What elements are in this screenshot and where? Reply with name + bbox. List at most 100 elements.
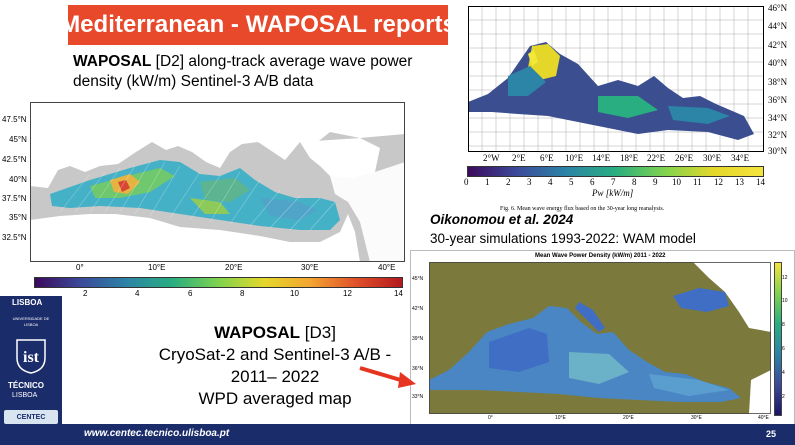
map-top-lon-6: 22°E xyxy=(647,153,666,163)
logo-university: UNIVERSIDADE DE LISBOA xyxy=(12,316,50,327)
map-d2-cbar-2: 6 xyxy=(188,289,193,298)
map-top-cbar-9: 9 xyxy=(653,177,658,187)
centec-logo: CENTEC xyxy=(4,410,58,424)
map-wam-lat-3: 36°N xyxy=(412,366,424,372)
map-top-lon-5: 18°E xyxy=(620,153,639,163)
map-d2-along-track xyxy=(30,102,405,262)
map-top-lon-9: 34°E xyxy=(731,153,750,163)
map-d2-colorbar xyxy=(34,277,403,288)
map-top-lon-1: 2°E xyxy=(512,153,526,163)
map-top-lat-7: 32°N xyxy=(768,130,788,140)
map-d2-cbar-1: 4 xyxy=(135,289,140,298)
map-top-lat-0: 46°N xyxy=(768,3,788,13)
map-wam-lat-1: 42°N xyxy=(412,306,424,312)
svg-text:ist: ist xyxy=(23,349,40,366)
d2-bold: WAPOSAL xyxy=(73,53,152,70)
map-top-cbar-2: 2 xyxy=(506,177,511,187)
map-d2-cbar-3: 8 xyxy=(240,289,245,298)
map-wam-lon-0: 0° xyxy=(488,415,493,421)
map-top-cbar-11: 11 xyxy=(693,177,702,187)
tecnico-logo-panel xyxy=(0,296,62,424)
oikonomou-reference: Oikonomou et al. 2024 xyxy=(430,212,574,227)
d3-tag: [D3] xyxy=(300,323,336,342)
logo-tecnico-lisboa: LISBOA xyxy=(12,392,38,399)
map-top-cbar-13: 13 xyxy=(735,177,744,187)
map-wam-cbar-2: 8 xyxy=(782,322,785,328)
d3-line2: CryoSat-2 and Sentinel-3 A/B - xyxy=(158,345,392,364)
map-wam-lat-0: 45°N xyxy=(412,276,424,282)
map-top-lat-1: 44°N xyxy=(768,21,788,31)
map-top-cbar-5: 5 xyxy=(569,177,574,187)
d3-line4: WPD averaged map xyxy=(198,389,352,408)
map-d2-lon-4: 40°E xyxy=(378,263,396,272)
map-d2-lat-4: 37.5°N xyxy=(2,194,27,203)
d2-line2: density (kW/m) Sentinel-3 A/B data xyxy=(73,73,314,90)
map-wam-lat-4: 33°N xyxy=(412,394,424,400)
map-top-cbar-12: 12 xyxy=(714,177,723,187)
map-wam-colorbar xyxy=(774,262,782,416)
map-d2-lat-5: 35°N xyxy=(9,213,27,222)
map-top-cbar-7: 7 xyxy=(611,177,616,187)
map-top-lon-0: 2°W xyxy=(483,153,500,163)
map-wam xyxy=(429,262,771,414)
map-top-lat-4: 38°N xyxy=(768,77,788,87)
map-wam-cbar-4: 4 xyxy=(782,370,785,376)
logo-tecnico-name: TÉCNICO xyxy=(8,381,44,390)
footer-bar xyxy=(0,424,795,445)
oikonomou-subtitle: 30-year simulations 1993-2022: WAM model xyxy=(430,231,696,246)
map-top-cbar-10: 10 xyxy=(672,177,681,187)
map-wam-cbar-0: 12 xyxy=(782,275,788,281)
logo-lisboa-top: LISBOA xyxy=(12,298,43,307)
slide-title: Mediterranean - WAPOSAL reports xyxy=(60,5,456,45)
map-top-cbar-label: Pw [kW/m] xyxy=(592,188,634,198)
map-top-lat-2: 42°N xyxy=(768,40,788,50)
map-wam-lon-3: 30°E xyxy=(691,415,702,421)
d2-description: WAPOSAL [D2] along-track average wave po… xyxy=(73,52,453,92)
map-top-cbar-1: 1 xyxy=(485,177,490,187)
map-d2-cbar-4: 10 xyxy=(290,289,299,298)
d3-line3: 2011– 2022 xyxy=(230,367,320,386)
map-top-cbar-14: 14 xyxy=(756,177,765,187)
d3-bold: WAPOSAL xyxy=(214,323,301,342)
tecnico-emblem-icon: ist xyxy=(16,339,46,374)
map-wam-lon-1: 10°E xyxy=(555,415,566,421)
map-top-lon-7: 26°E xyxy=(675,153,694,163)
map-top-lon-3: 10°E xyxy=(565,153,584,163)
map-wam-lon-2: 20°E xyxy=(623,415,634,421)
map-d2-lon-3: 30°E xyxy=(301,263,319,272)
map-d2-lat-2: 42.5°N xyxy=(2,155,27,164)
map-d2-cbar-5: 12 xyxy=(343,289,352,298)
map-wam-lon-4: 40°E xyxy=(758,415,769,421)
map-top-lat-8: 30°N xyxy=(768,146,788,156)
map-top-lat-6: 34°N xyxy=(768,113,788,123)
map-wam-cbar-5: 2 xyxy=(782,394,785,400)
map-top-colorbar xyxy=(467,166,764,177)
map-wam-cbar-1: 10 xyxy=(782,298,788,304)
map-d2-lat-6: 32.5°N xyxy=(2,233,27,242)
map-d2-lat-3: 40°N xyxy=(9,175,27,184)
d3-description: WAPOSAL [D3] CryoSat-2 and Sentinel-3 A/… xyxy=(130,322,420,410)
d2-line1: [D2] along-track average wave power xyxy=(151,53,413,70)
map-d2-lat-1: 45°N xyxy=(9,135,27,144)
map-top-lon-8: 30°E xyxy=(703,153,722,163)
map-top-lon-4: 14°E xyxy=(592,153,611,163)
footer-url-link[interactable]: www.centec.tecnico.ulisboa.pt xyxy=(84,428,230,439)
map-d2-lon-1: 10°E xyxy=(148,263,166,272)
map-top-cbar-0: 0 xyxy=(464,177,469,187)
map-d2-lon-2: 20°E xyxy=(225,263,243,272)
map-top-caption: Fig. 6. Mean wave energy flux based on t… xyxy=(500,206,665,212)
page-number: 25 xyxy=(766,429,777,439)
map-d2-cbar-0: 2 xyxy=(83,289,88,298)
map-d2-lat-0: 47.5°N xyxy=(2,115,27,124)
map-d2-cbar-6: 14 xyxy=(394,289,403,298)
map-top-cbar-8: 8 xyxy=(632,177,637,187)
map-wam-lat-2: 39°N xyxy=(412,336,424,342)
map-top-lat-5: 36°N xyxy=(768,95,788,105)
red-arrow-icon xyxy=(359,366,416,388)
map-top-cbar-4: 4 xyxy=(548,177,553,187)
map-top-lat-3: 40°N xyxy=(768,58,788,68)
map-d2-lon-0: 0° xyxy=(76,263,84,272)
map-reanalysis xyxy=(468,6,764,152)
map-top-lon-2: 6°E xyxy=(540,153,554,163)
map-top-cbar-6: 6 xyxy=(590,177,595,187)
